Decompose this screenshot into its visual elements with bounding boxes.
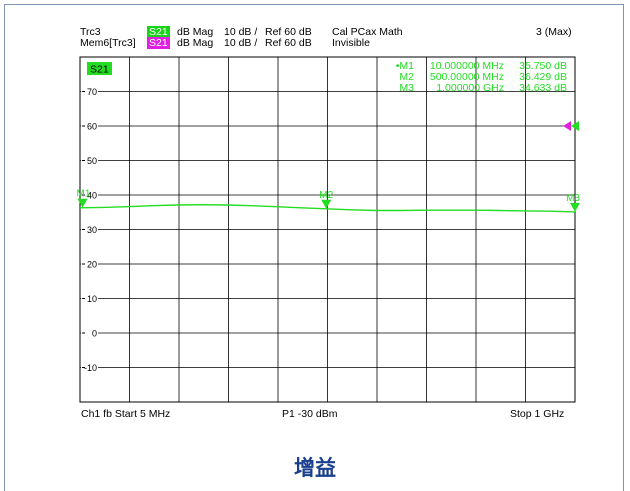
marker-table-frequency: 500.00000 MHz xyxy=(430,71,504,83)
marker-m1-label: M1 xyxy=(76,189,90,200)
y-tick-label: 50 xyxy=(87,156,97,166)
trace-badge-bg xyxy=(87,62,112,75)
y-tick-label: 60 xyxy=(87,122,97,132)
tick-label-bg xyxy=(81,259,98,269)
tick-label-bg xyxy=(81,121,98,131)
channel-start-label: Ch1 fb Start 5 MHz xyxy=(81,408,171,420)
series-line-s21 xyxy=(79,203,576,213)
window-frame xyxy=(4,4,624,491)
memory-ref: Ref 60 dB xyxy=(265,37,312,49)
memory-trace-label: Mem6[Trc3] xyxy=(80,37,136,49)
trace-ref: Ref 60 dB xyxy=(265,26,312,38)
marker-m3-triangle xyxy=(570,202,580,212)
y-tick-label: 0 xyxy=(92,329,97,339)
marker-table-frequency: 1.000000 GHz xyxy=(436,82,504,94)
trace-badge: S21 xyxy=(90,64,109,76)
tick-label-bg xyxy=(81,328,98,338)
tick-label-bg xyxy=(81,362,98,373)
marker-m2-triangle xyxy=(321,199,332,209)
tick-label-bg xyxy=(81,190,98,200)
marker-table-name: M3 xyxy=(399,82,414,94)
y-tick-label: 20 xyxy=(87,260,97,270)
y-tick-label: 40 xyxy=(87,191,97,201)
marker-m3-label: M3 xyxy=(566,193,580,204)
trace-scale: 10 dB / xyxy=(224,26,258,38)
memory-ref-marker xyxy=(563,121,571,131)
marker-table-name: M2 xyxy=(399,71,414,83)
marker-table-value: 35.750 dB xyxy=(519,60,567,72)
marker-table-value: 36.429 dB xyxy=(519,71,567,83)
trace-param: S21 xyxy=(147,26,170,38)
trace-ref-marker xyxy=(571,121,579,131)
marker-table-frequency: 10.000000 MHz xyxy=(430,60,504,72)
memory-param-tag[interactable]: S21 xyxy=(147,37,170,49)
marker-m2-label: M2 xyxy=(319,190,333,201)
tick-label-bg xyxy=(81,155,98,166)
power-label: P1 -30 dBm xyxy=(282,408,338,420)
trace-format: dB Mag xyxy=(177,26,214,38)
trace-label: Trc3 xyxy=(80,26,101,38)
trace-param-tag[interactable]: S21 xyxy=(147,26,170,38)
y-tick-label: -10 xyxy=(84,363,97,373)
figure-caption: 增益 xyxy=(294,456,336,480)
y-tick-label: 70 xyxy=(87,87,97,97)
memory-scale: 10 dB / xyxy=(224,37,258,49)
marker-table-name: •M1 xyxy=(396,60,414,72)
trace-cal-status: Cal PCax Math xyxy=(332,26,403,38)
y-tick-label: 10 xyxy=(87,294,97,304)
memory-status: Invisible xyxy=(332,37,370,49)
marker-m1-triangle xyxy=(77,198,88,208)
stop-label: Stop 1 GHz xyxy=(510,408,565,420)
memory-param: S21 xyxy=(147,37,170,49)
tick-label-bg xyxy=(81,224,98,235)
y-tick-label: 30 xyxy=(87,225,97,235)
memory-format: dB Mag xyxy=(177,37,214,49)
tick-label-bg xyxy=(81,86,98,97)
marker-table-value: 34.633 dB xyxy=(519,82,567,94)
max-label: 3 (Max) xyxy=(536,26,572,38)
tick-label-bg xyxy=(81,293,98,304)
